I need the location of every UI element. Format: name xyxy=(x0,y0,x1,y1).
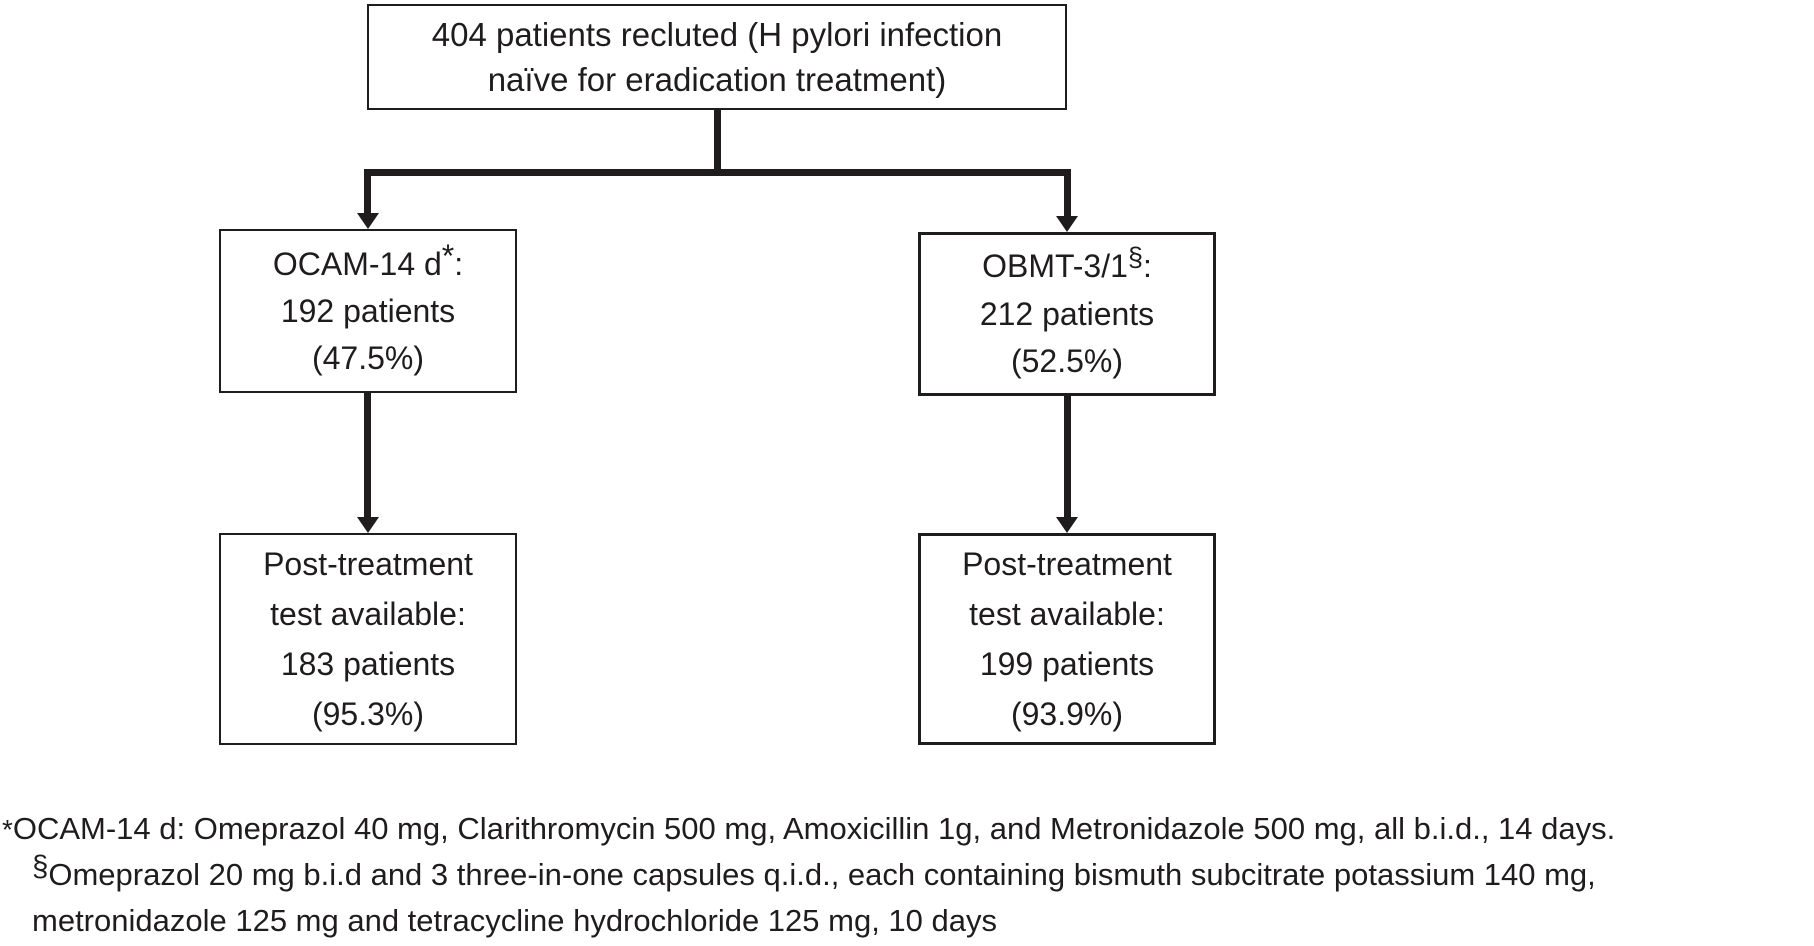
obmt-title-colon: : xyxy=(1143,248,1152,284)
ocam-title: OCAM-14 d*: xyxy=(272,238,464,288)
left-branch-line xyxy=(364,169,371,215)
footnote-obmt-marker: § xyxy=(32,850,49,884)
connector-stem xyxy=(714,108,721,172)
right-branch-arrowhead-icon xyxy=(1056,216,1078,232)
asterisk-superscript: * xyxy=(441,238,455,275)
obmt-post-line xyxy=(1064,394,1071,519)
recruitment-line-1: 404 patients recluted (H pylori infectio… xyxy=(431,16,1003,53)
connector-crossbar xyxy=(364,169,1071,176)
ocam-post-line-3: 183 patients xyxy=(280,646,456,682)
obmt-post-line-3: 199 patients xyxy=(979,646,1155,682)
ocam-box: OCAM-14 d*: 192 patients (47.5%) xyxy=(219,229,517,393)
ocam-post-line xyxy=(364,391,371,519)
ocam-post-line-2: test available: xyxy=(270,596,466,632)
ocam-title-text: OCAM-14 d xyxy=(272,245,442,282)
obmt-post-line-4: (93.9%) xyxy=(1010,696,1124,732)
obmt-title-text: OBMT-3/1 xyxy=(982,248,1128,284)
footnote-obmt-cont: metronidazole 125 mg and tetracycline hy… xyxy=(2,898,1812,943)
footnotes: *OCAM-14 d: Omeprazol 40 mg, Clarithromy… xyxy=(2,806,1812,943)
section-superscript: § xyxy=(1127,240,1144,272)
ocam-title-colon: : xyxy=(454,245,464,282)
footnote-ocam-text: OCAM-14 d: Omeprazol 40 mg, Clarithromyc… xyxy=(12,811,1616,846)
obmt-post-box: Post-treatment test available: 199 patie… xyxy=(918,533,1216,745)
obmt-post-arrowhead-icon xyxy=(1056,517,1078,533)
obmt-box: OBMT-3/1§: 212 patients (52.5%) xyxy=(918,232,1216,396)
obmt-post-line-1: Post-treatment xyxy=(962,546,1172,582)
obmt-title: OBMT-3/1§: xyxy=(982,241,1152,291)
ocam-post-line-4: (95.3%) xyxy=(311,696,425,732)
ocam-post-box: Post-treatment test available: 183 patie… xyxy=(219,533,517,745)
recruitment-line-2: naïve for eradication treatment) xyxy=(487,61,947,98)
ocam-post-arrowhead-icon xyxy=(357,517,379,533)
footnote-obmt-cont-text: metronidazole 125 mg and tetracycline hy… xyxy=(32,903,997,938)
obmt-patients: 212 patients xyxy=(979,296,1155,332)
ocam-patients: 192 patients xyxy=(280,292,456,329)
footnote-ocam-marker: * xyxy=(2,814,13,845)
ocam-percent: (47.5%) xyxy=(311,339,425,376)
footnote-obmt: §Omeprazol 20 mg b.i.d and 3 three-in-on… xyxy=(2,850,1812,898)
left-branch-arrowhead-icon xyxy=(357,213,379,229)
right-branch-line xyxy=(1064,169,1071,217)
footnote-obmt-text: Omeprazol 20 mg b.i.d and 3 three-in-one… xyxy=(48,857,1596,892)
footnote-ocam: *OCAM-14 d: Omeprazol 40 mg, Clarithromy… xyxy=(2,806,1812,852)
obmt-post-line-2: test available: xyxy=(969,596,1165,632)
obmt-percent: (52.5%) xyxy=(1010,343,1124,379)
recruitment-box: 404 patients recluted (H pylori infectio… xyxy=(367,4,1067,110)
ocam-post-line-1: Post-treatment xyxy=(263,546,473,582)
